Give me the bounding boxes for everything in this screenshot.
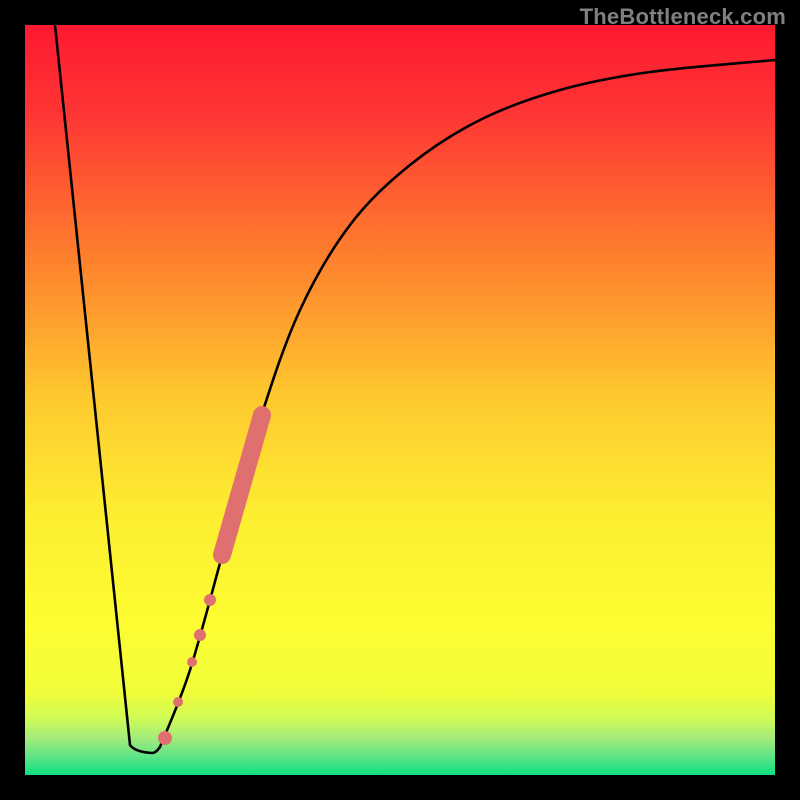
data-marker-dot	[173, 697, 183, 707]
gradient-background	[25, 25, 775, 775]
data-marker-dot	[204, 594, 216, 606]
bottleneck-chart-svg	[0, 0, 800, 800]
data-marker-dot	[194, 629, 206, 641]
chart-container: TheBottleneck.com	[0, 0, 800, 800]
data-marker-dot	[158, 731, 172, 745]
data-marker-dot	[187, 657, 197, 667]
watermark-text: TheBottleneck.com	[580, 4, 786, 30]
